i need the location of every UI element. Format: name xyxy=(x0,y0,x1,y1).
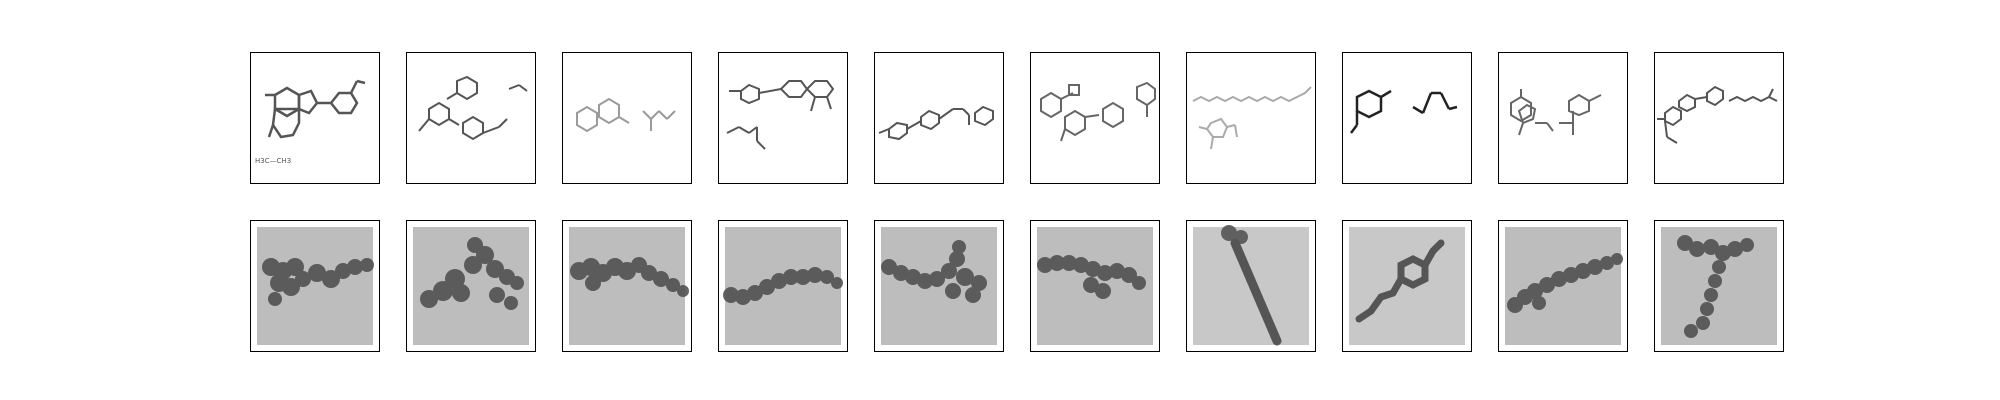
structure-panel-9 xyxy=(1498,52,1628,184)
structure-panel-6 xyxy=(1030,52,1160,184)
top-row-2d-structures: H3C—CH3 xyxy=(250,52,1784,184)
bottom-row-3d-renders xyxy=(250,220,1784,352)
structure-panel-10 xyxy=(1654,52,1784,184)
structure-drawing-1: H3C—CH3 xyxy=(255,79,366,165)
structure-panel-2 xyxy=(406,52,536,184)
structure-panel-3 xyxy=(562,52,692,184)
render-panel-3 xyxy=(562,220,692,352)
structure-panel-8 xyxy=(1342,52,1472,184)
render-panel-5 xyxy=(874,220,1004,352)
structure-label-1: H3C—CH3 xyxy=(255,157,291,165)
render-panel-9 xyxy=(1498,220,1628,352)
render-panel-6 xyxy=(1030,220,1160,352)
render-panel-10 xyxy=(1654,220,1784,352)
render-panel-4 xyxy=(718,220,848,352)
render-panel-8 xyxy=(1342,220,1472,352)
structure-panel-1: H3C—CH3 xyxy=(250,52,380,184)
render-panel-7 xyxy=(1186,220,1316,352)
structure-panel-4 xyxy=(718,52,848,184)
render-panel-1 xyxy=(250,220,380,352)
render-panel-2 xyxy=(406,220,536,352)
structure-panel-5 xyxy=(874,52,1004,184)
structure-panel-7 xyxy=(1186,52,1316,184)
